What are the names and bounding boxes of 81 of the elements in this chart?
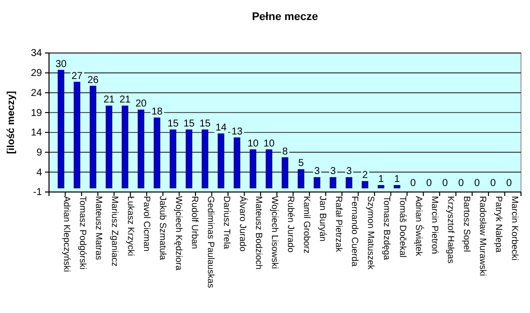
bar: [266, 148, 272, 188]
x-tick-label: Kamil Groborz: [302, 196, 312, 254]
bar: [74, 80, 80, 188]
x-tick-label: Rudolf Urban: [190, 196, 200, 250]
bar: [90, 84, 96, 188]
y-tick-label: 4: [36, 167, 42, 178]
y-tick-label: 9: [36, 147, 42, 158]
y-axis-title: [ilość meczy]: [6, 91, 17, 154]
x-tick-label: Szymon Matuszek: [366, 196, 376, 270]
x-tick-label: Rubén Jurado: [286, 196, 296, 253]
y-tick-label: 19: [30, 108, 42, 119]
data-label: 0: [506, 178, 512, 190]
data-label: 0: [442, 178, 448, 190]
x-tick-label: Fernando Cuerda: [350, 196, 360, 267]
bar: [250, 148, 256, 188]
data-label: 21: [119, 94, 131, 106]
x-tick-label: Marcin Pietroń: [430, 196, 440, 254]
y-tick-label: 29: [30, 68, 42, 80]
data-label: 20: [135, 98, 147, 110]
x-tick-label: Mateusz Bodzioch: [254, 196, 264, 270]
data-label: 8: [282, 146, 288, 158]
bar: [122, 104, 128, 188]
bar: [106, 104, 112, 188]
x-tick-label: Bartosz Sopel: [462, 196, 472, 252]
x-tick-label: Mateusz Matras: [94, 196, 104, 261]
data-label: 21: [103, 94, 115, 106]
chart-title: Pełne mecze: [252, 11, 318, 23]
x-tick-label: Tomasz Bzdęga: [382, 196, 392, 260]
x-tick-label: Łukasz Krzycki: [126, 196, 136, 256]
bar: [58, 68, 64, 188]
data-label: 13: [231, 126, 243, 138]
data-label: 1: [394, 174, 400, 186]
data-label: 2: [362, 170, 368, 182]
bar: [218, 132, 224, 188]
data-label: 0: [490, 178, 496, 190]
x-tick-label: Tomasz Podgórski: [78, 196, 88, 270]
x-tick-label: Adrian Świątek: [414, 196, 425, 257]
bar: [186, 128, 192, 188]
x-tick-label: Gediminas Paulauskas: [206, 196, 216, 289]
y-tick-label: -1: [33, 187, 42, 198]
x-tick-label: Patryk Nalepa: [494, 196, 504, 253]
data-label: 30: [55, 58, 67, 70]
x-tick-label: Radosław Murawski: [478, 196, 488, 276]
x-tick-label: Pavol Cicman: [142, 196, 152, 252]
x-tick-label: Mariusz Zganiacz: [110, 196, 120, 268]
bar: [138, 108, 144, 188]
data-label: 3: [314, 166, 320, 178]
data-label: 3: [346, 166, 352, 178]
data-label: 5: [298, 158, 304, 170]
data-label: 15: [199, 118, 211, 130]
data-label: 10: [247, 138, 259, 150]
x-tick-label: Adrian Klepczyński: [62, 196, 72, 272]
y-tick-label: 34: [30, 48, 42, 60]
bar: [298, 168, 304, 188]
data-label: 3: [330, 166, 336, 178]
data-label: 0: [426, 178, 432, 190]
data-label: 0: [410, 178, 416, 190]
data-label: 1: [378, 174, 384, 186]
data-label: 0: [474, 178, 480, 190]
bar: [202, 128, 208, 188]
bar: [170, 128, 176, 188]
x-tick-label: Jakub Szmatuła: [158, 196, 168, 260]
x-tick-label: Krzysztof Hałgas: [446, 196, 456, 264]
x-tick-label: Marcin Korbecki: [510, 196, 520, 261]
data-label: 10: [263, 138, 275, 150]
x-tick-label: Rafał Pietrzak: [334, 196, 344, 253]
x-tick-label: Wojciech Kędziora: [174, 196, 184, 270]
data-label: 18: [151, 106, 163, 118]
data-label: 14: [215, 122, 227, 134]
data-label: 15: [183, 118, 195, 130]
data-label: 27: [71, 70, 83, 82]
x-tick-label: Wojciech Lisowski: [270, 196, 280, 269]
y-tick-label: 24: [30, 88, 42, 99]
data-label: 0: [458, 178, 464, 190]
x-tick-label: Tomáš Dočekal: [398, 196, 408, 258]
y-tick-label: 14: [30, 128, 42, 139]
data-label: 15: [167, 118, 179, 130]
x-tick-label: Álvaro Jurado: [238, 196, 248, 252]
x-tick-label: Jan Buryán: [318, 196, 328, 242]
x-tick-label: Dariusz Trela: [222, 196, 232, 250]
data-label: 26: [87, 74, 99, 86]
